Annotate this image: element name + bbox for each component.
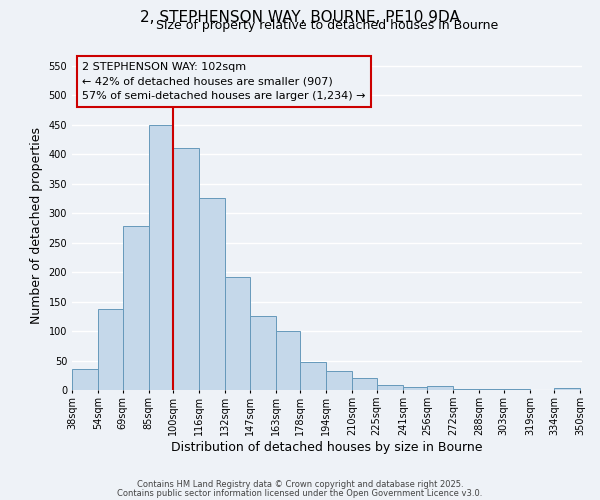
Bar [300, 362, 326, 390]
Bar [403, 387, 427, 390]
Bar [326, 371, 352, 390]
Bar [173, 148, 199, 390]
Bar [122, 226, 149, 390]
Text: Contains HM Land Registry data © Crown copyright and database right 2025.: Contains HM Land Registry data © Crown c… [137, 480, 463, 489]
Bar [554, 388, 580, 390]
Text: 2, STEPHENSON WAY, BOURNE, PE10 9DA: 2, STEPHENSON WAY, BOURNE, PE10 9DA [140, 10, 460, 25]
Bar [225, 277, 250, 390]
X-axis label: Distribution of detached houses by size in Bourne: Distribution of detached houses by size … [171, 440, 483, 454]
Bar [427, 386, 453, 390]
Y-axis label: Number of detached properties: Number of detached properties [30, 126, 43, 324]
Bar [199, 198, 225, 390]
Bar [275, 331, 300, 390]
Bar [72, 370, 98, 390]
Bar [453, 389, 479, 390]
Text: Contains public sector information licensed under the Open Government Licence v3: Contains public sector information licen… [118, 488, 482, 498]
Bar [98, 310, 122, 390]
Bar [352, 378, 377, 390]
Bar [149, 125, 173, 390]
Bar [250, 316, 275, 390]
Bar [377, 386, 403, 390]
Title: Size of property relative to detached houses in Bourne: Size of property relative to detached ho… [156, 20, 498, 32]
Text: 2 STEPHENSON WAY: 102sqm
← 42% of detached houses are smaller (907)
57% of semi-: 2 STEPHENSON WAY: 102sqm ← 42% of detach… [82, 62, 366, 101]
